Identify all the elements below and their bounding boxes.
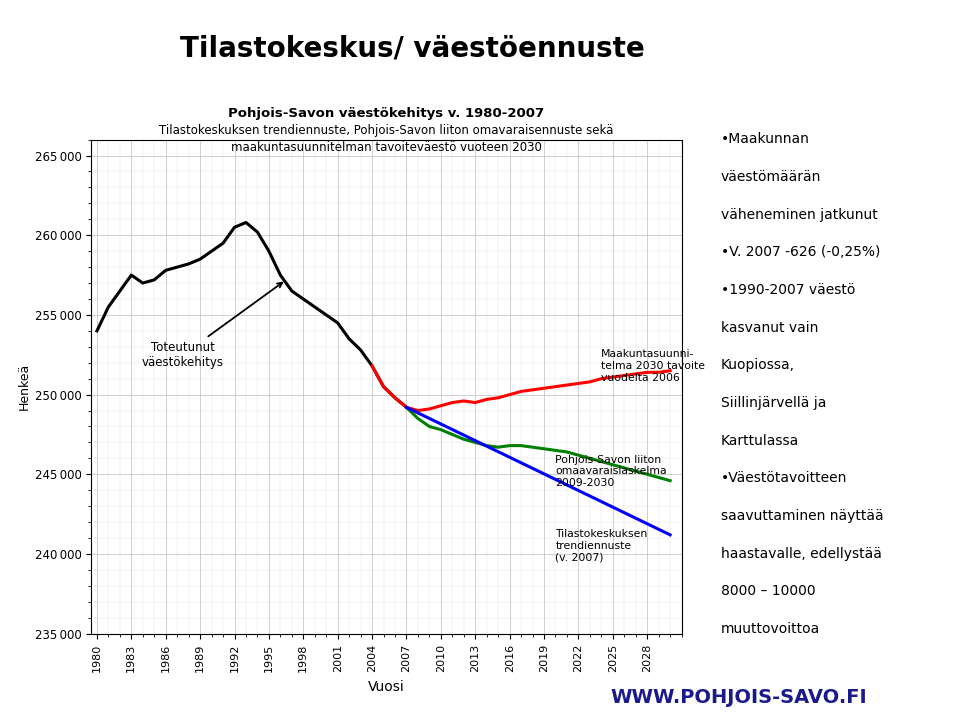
Text: WWW.POHJOIS-SAVO.FI: WWW.POHJOIS-SAVO.FI xyxy=(611,688,868,707)
Text: 8000 – 10000: 8000 – 10000 xyxy=(721,584,815,599)
Text: haastavalle, edellystää: haastavalle, edellystää xyxy=(721,546,881,561)
Text: Maakuntasuunni-
telma 2030 tavoite
vuodelta 2006: Maakuntasuunni- telma 2030 tavoite vuode… xyxy=(601,349,706,382)
Text: •1990-2007 väestö: •1990-2007 väestö xyxy=(721,283,855,297)
Text: Siillinjärvellä ja: Siillinjärvellä ja xyxy=(721,396,827,410)
Text: saavuttaminen näyttää: saavuttaminen näyttää xyxy=(721,509,883,523)
Text: väestömäärän: väestömäärän xyxy=(721,170,821,184)
Text: kasvanut vain: kasvanut vain xyxy=(721,321,818,334)
Text: •Väestötavoitteen: •Väestötavoitteen xyxy=(721,471,848,485)
Text: Pohjois-Savon väestökehitys v. 1980-2007: Pohjois-Savon väestökehitys v. 1980-2007 xyxy=(228,107,544,120)
Text: muuttovoittoa: muuttovoittoa xyxy=(721,622,820,636)
Text: Kuopiossa,: Kuopiossa, xyxy=(721,358,795,372)
Text: Pohjois-Savon liiton
omaavaraislaskelma
2009-2030: Pohjois-Savon liiton omaavaraislaskelma … xyxy=(556,455,667,488)
Text: •Maakunnan: •Maakunnan xyxy=(721,132,809,146)
Y-axis label: Henkeä: Henkeä xyxy=(17,363,31,410)
Text: maakuntasuunnitelman tavoiteväestö vuoteen 2030: maakuntasuunnitelman tavoiteväestö vuote… xyxy=(231,141,541,154)
Text: Tilastokeskuksen
trendiennuste
(v. 2007): Tilastokeskuksen trendiennuste (v. 2007) xyxy=(556,529,648,563)
X-axis label: Vuosi: Vuosi xyxy=(368,680,405,694)
Text: Tilastokeskuksen trendiennuste, Pohjois-Savon liiton omavaraisennuste sekä: Tilastokeskuksen trendiennuste, Pohjois-… xyxy=(159,125,613,137)
Text: väheneminen jatkunut: väheneminen jatkunut xyxy=(721,208,877,222)
Text: Toteutunut
väestökehitys: Toteutunut väestökehitys xyxy=(142,283,282,369)
Text: Karttulassa: Karttulassa xyxy=(721,434,799,448)
Text: Tilastokeskus/ väestöennuste: Tilastokeskus/ väestöennuste xyxy=(180,34,645,62)
Text: •V. 2007 -626 (-0,25%): •V. 2007 -626 (-0,25%) xyxy=(721,246,880,259)
